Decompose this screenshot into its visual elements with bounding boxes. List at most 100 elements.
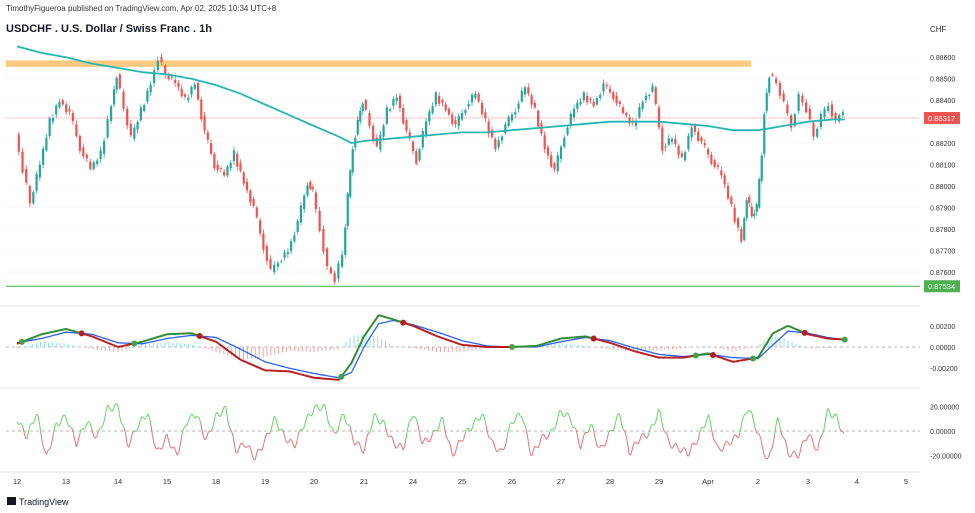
osc-segment [464, 429, 467, 435]
macd-fast-segment [626, 347, 630, 351]
osc-segment [225, 406, 228, 417]
macd-fast-segment [456, 342, 460, 345]
osc-segment [771, 444, 774, 450]
candle-body [265, 246, 268, 261]
macd-fast-segment [102, 339, 106, 343]
time-tick-label: 14 [114, 477, 122, 486]
oscillator-axis[interactable]: 20.00000 0.00000 -20.00000 [930, 404, 962, 460]
macd-fast-segment [651, 354, 655, 358]
macd-cross-dot [196, 333, 203, 340]
candle-body [716, 165, 720, 167]
macd-fast-segment [104, 340, 108, 344]
candle-body [85, 154, 88, 159]
candle-body [318, 210, 321, 231]
candle-body [733, 207, 736, 222]
osc-segment [382, 419, 385, 422]
osc-segment [162, 442, 165, 449]
osc-segment [569, 419, 573, 426]
candle-body [280, 261, 283, 263]
time-tick-label: 2 [756, 477, 760, 486]
candle-body [599, 95, 602, 99]
macd-fast-segment [94, 336, 98, 340]
osc-segment [812, 443, 816, 450]
macd-tick-label: 0.00000 [930, 345, 955, 352]
osc-segment [263, 436, 266, 443]
macd-fast-segment [764, 340, 769, 346]
candle-body [167, 74, 170, 79]
osc-segment [390, 435, 394, 440]
osc-segment [799, 445, 802, 453]
macd-axis[interactable]: 0.00200 0.00000 -0.00200 [930, 324, 958, 373]
osc-segment [59, 421, 62, 426]
osc-segment [460, 440, 463, 442]
osc-segment [303, 423, 306, 429]
osc-segment [798, 452, 801, 459]
macd-fast-segment [624, 346, 628, 350]
osc-segment [502, 448, 505, 451]
osc-segment [837, 422, 841, 429]
osc-tick-label: -20.00000 [930, 454, 962, 461]
osc-segment [533, 446, 536, 450]
osc-segment [448, 440, 451, 445]
macd-fast-segment [76, 330, 80, 334]
osc-segment [690, 443, 693, 449]
macd-cross-dot [400, 319, 407, 326]
macd-fast-segment [249, 363, 254, 366]
candle-body [311, 187, 314, 190]
candle-body [768, 77, 771, 93]
osc-segment [562, 415, 565, 418]
osc-segment [368, 429, 372, 433]
macd-cross-dot [78, 330, 85, 337]
macd-fast-segment [370, 321, 375, 327]
osc-segment [655, 415, 658, 423]
candle-body [484, 112, 487, 119]
candle-body [115, 77, 118, 90]
candle-body [402, 108, 405, 124]
candle-body [827, 106, 830, 111]
osc-segment [376, 416, 379, 422]
candle-body [398, 95, 402, 109]
osc-segment [123, 428, 127, 436]
macd-fast-segment [254, 365, 259, 369]
osc-segment [729, 444, 732, 446]
osc-segment [107, 404, 110, 408]
candle-body [136, 121, 139, 130]
macd-fast-segment [96, 337, 101, 341]
tradingview-logo[interactable]: TradingView [7, 497, 69, 507]
osc-segment [41, 440, 44, 448]
macd-fast-segment [412, 324, 416, 328]
macd-fast-segment [154, 336, 158, 339]
candle-body [441, 100, 444, 103]
candle-body [306, 185, 309, 196]
osc-segment [69, 426, 73, 429]
osc-segment [65, 416, 68, 423]
candle-body [713, 160, 716, 168]
osc-segment [272, 415, 275, 423]
candle-body [576, 102, 579, 109]
candle-body [203, 115, 206, 131]
candle-body [778, 82, 781, 96]
candle-body [786, 104, 789, 114]
osc-segment [281, 428, 284, 432]
osc-segment [612, 427, 615, 432]
osc-segment [380, 420, 384, 424]
osc-segment [94, 436, 97, 439]
osc-segment [28, 424, 31, 431]
price-axis[interactable]: 0.88600 0.88500 0.88400 0.88200 0.88100 0.880… [924, 55, 960, 293]
macd-fast-segment [205, 337, 209, 341]
osc-segment [606, 432, 610, 440]
candle-body [464, 110, 467, 114]
macd-fast-segment [220, 344, 224, 348]
candle-body [156, 60, 159, 71]
candle-body [21, 151, 24, 173]
candle-body [106, 119, 109, 138]
time-axis[interactable]: 12 13 14 15 18 19 20 21 24 25 26 27 28 29 Apr 2 3 4 5 [13, 477, 908, 486]
macd-fast-segment [235, 355, 239, 359]
macd-fast-segment [653, 355, 657, 358]
candle-body [527, 87, 530, 94]
osc-segment [637, 440, 640, 445]
osc-segment [730, 440, 733, 445]
candle-body [190, 86, 193, 95]
osc-segment [379, 422, 382, 425]
